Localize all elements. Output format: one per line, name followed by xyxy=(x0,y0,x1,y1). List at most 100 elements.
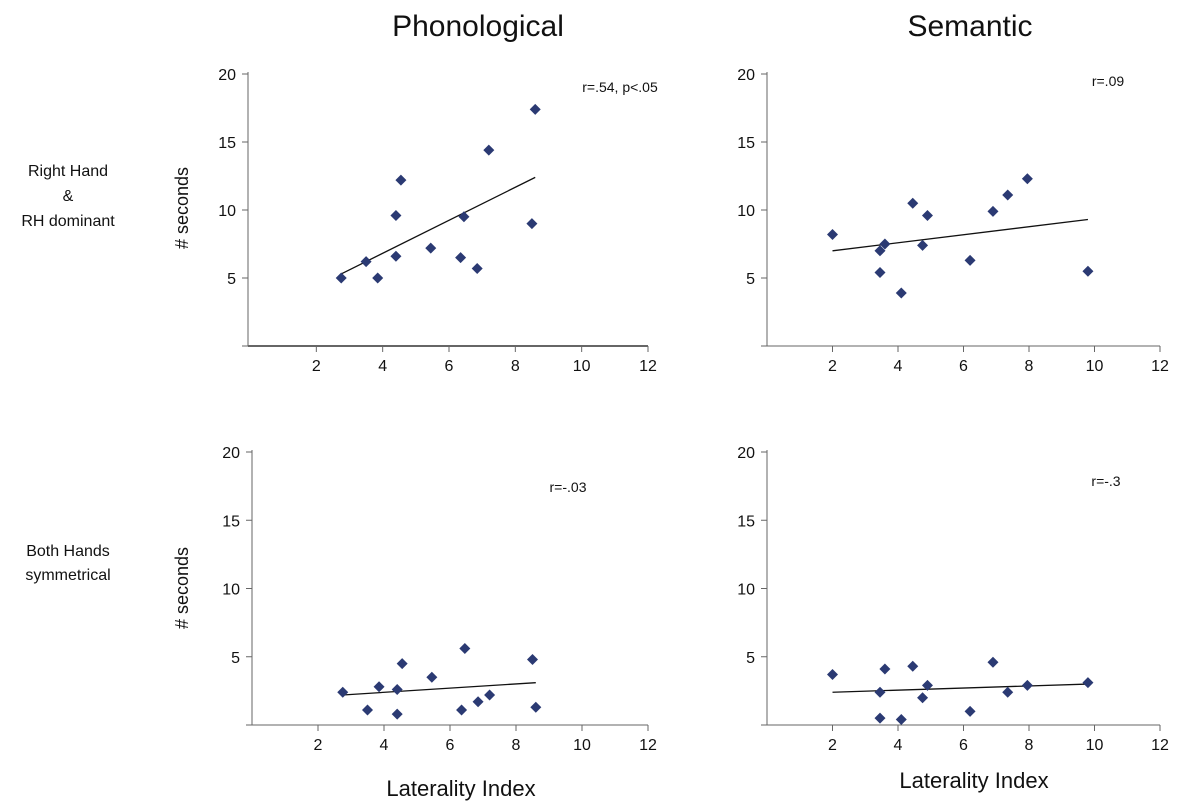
row-label-right-hand-line-1: Right Hand xyxy=(28,163,108,180)
sem-rh-x-tick-label-10: 10 xyxy=(1086,358,1104,375)
phon-both-x-tick-label-8: 8 xyxy=(512,737,521,754)
sem-rh-y-tick-label-10: 10 xyxy=(737,203,755,220)
phon-both-y-tick-label-20: 20 xyxy=(222,445,240,462)
sem-rh-x-tick-label-4: 4 xyxy=(894,358,903,375)
sem-rh-x-tick-label-2: 2 xyxy=(828,358,837,375)
phon-both-point-11 xyxy=(527,653,538,665)
phon-rh-trendline xyxy=(340,176,536,275)
sem-rh-y-tick-label-15: 15 xyxy=(737,135,755,152)
sem-rh-point-2 xyxy=(874,267,886,279)
phon-rh-x-tick-label-10: 10 xyxy=(573,358,591,375)
sem-rh-point-11 xyxy=(1021,173,1033,185)
phon-rh-y-tick-label-15: 15 xyxy=(218,135,236,152)
phon-rh-point-9 xyxy=(471,262,483,274)
phon-both-point-4 xyxy=(391,708,403,720)
phon-both-y-tick-label-15: 15 xyxy=(222,513,240,530)
sem-rh-x-tick-label-8: 8 xyxy=(1025,358,1034,375)
phon-both-point-0 xyxy=(337,686,349,698)
x-axis-label-right: Laterality Index xyxy=(899,768,1048,793)
sem-both-y-tick-label-10: 10 xyxy=(737,582,755,599)
sem-both-point-0 xyxy=(827,668,838,680)
sem-both-correlation-annotation: r=-.3 xyxy=(1091,473,1120,489)
sem-rh-point-9 xyxy=(987,205,999,217)
row-label-right-hand-line-2: & xyxy=(63,188,74,205)
phon-rh-point-11 xyxy=(526,218,538,230)
phon-both-x-tick-label-2: 2 xyxy=(314,737,323,754)
sem-both-x-tick-label-6: 6 xyxy=(959,737,968,754)
phon-rh-point-7 xyxy=(455,252,467,264)
phon-rh-x-tick-label-6: 6 xyxy=(445,358,454,375)
row-label-both-hands-line-1: Both Hands xyxy=(26,543,110,560)
sem-both-point-9 xyxy=(987,656,999,668)
sem-both-point-11 xyxy=(1021,679,1033,691)
column-title-semantic: Semantic xyxy=(907,10,1032,43)
sem-rh-trendline xyxy=(832,218,1089,252)
sem-both-y-tick-label-5: 5 xyxy=(746,650,755,667)
sem-both-x-tick-label-2: 2 xyxy=(828,737,837,754)
sem-both-point-7 xyxy=(921,679,933,691)
sem-rh-point-1 xyxy=(874,245,886,257)
row-label-right-hand-line-3: RH dominant xyxy=(21,213,115,230)
phon-both-x-tick-label-4: 4 xyxy=(380,737,389,754)
x-axis-label-left: Laterality Index xyxy=(386,776,535,801)
phon-rh-point-10 xyxy=(483,144,495,156)
phon-both-point-3 xyxy=(391,684,403,696)
phon-rh-x-tick-label-2: 2 xyxy=(312,358,321,375)
sem-rh-y-tick-label-20: 20 xyxy=(737,67,755,84)
phon-both-point-5 xyxy=(396,658,408,670)
phon-rh-x-tick-label-8: 8 xyxy=(511,358,520,375)
sem-rh-y-tick-label-5: 5 xyxy=(746,271,755,288)
sem-rh-point-10 xyxy=(1002,189,1014,201)
sem-both-y-tick-label-15: 15 xyxy=(737,513,755,530)
sem-both-x-tick-label-10: 10 xyxy=(1086,737,1104,754)
phon-both-x-tick-label-10: 10 xyxy=(573,737,591,754)
phon-both-point-12 xyxy=(530,701,542,713)
phon-rh-point-12 xyxy=(529,103,541,115)
sem-rh-point-6 xyxy=(917,239,929,251)
sem-both-point-6 xyxy=(917,692,929,704)
phon-both-point-8 xyxy=(459,643,471,655)
phon-both-point-6 xyxy=(426,671,438,683)
phon-rh-point-0 xyxy=(335,272,347,284)
sem-both-point-8 xyxy=(964,705,976,717)
scatter-panel-phonological-right-hand: 5 10 15 20 2 4 6 8 10 12 r=.54, p<.05 xyxy=(218,67,658,375)
sem-both-point-4 xyxy=(895,714,907,726)
phon-both-point-9 xyxy=(472,696,484,708)
scatter-panel-phonological-both-hands: 5 10 15 20 2 4 6 8 10 12 r=-.03 xyxy=(222,445,657,754)
sem-rh-x-tick-label-12: 12 xyxy=(1151,358,1169,375)
phon-rh-point-6 xyxy=(425,242,437,254)
phon-both-x-tick-label-12: 12 xyxy=(639,737,657,754)
phon-rh-point-8 xyxy=(458,211,470,223)
phon-rh-point-1 xyxy=(360,256,372,268)
sem-both-x-tick-label-8: 8 xyxy=(1025,737,1034,754)
sem-both-point-12 xyxy=(1082,677,1094,689)
sem-rh-point-7 xyxy=(921,209,933,221)
sem-rh-correlation-annotation: r=.09 xyxy=(1092,73,1125,89)
sem-rh-point-8 xyxy=(964,254,976,266)
sem-both-point-5 xyxy=(907,660,919,672)
phon-both-x-tick-label-6: 6 xyxy=(446,737,455,754)
sem-rh-point-4 xyxy=(895,287,907,299)
phon-both-y-tick-label-5: 5 xyxy=(231,650,240,667)
phon-rh-y-tick-label-5: 5 xyxy=(227,271,236,288)
phon-both-y-tick-label-10: 10 xyxy=(222,582,240,599)
y-axis-label-top: # seconds xyxy=(172,167,192,249)
sem-rh-point-12 xyxy=(1082,265,1094,277)
sem-both-trendline xyxy=(832,683,1088,693)
phon-rh-y-tick-label-20: 20 xyxy=(218,67,236,84)
phon-both-point-2 xyxy=(373,681,385,693)
y-axis-label-bottom: # seconds xyxy=(172,547,192,629)
phon-rh-x-tick-label-12: 12 xyxy=(639,358,657,375)
sem-both-point-1 xyxy=(874,686,886,698)
sem-both-x-tick-label-4: 4 xyxy=(894,737,903,754)
scatter-panel-semantic-both-hands: 5 10 15 20 2 4 6 8 10 12 r=-.3 xyxy=(737,445,1169,754)
sem-rh-point-0 xyxy=(827,228,838,240)
sem-rh-x-tick-label-6: 6 xyxy=(959,358,968,375)
column-title-phonological: Phonological xyxy=(392,10,564,43)
phon-rh-point-3 xyxy=(390,209,402,221)
sem-both-point-3 xyxy=(879,663,891,675)
phon-rh-point-5 xyxy=(395,174,407,186)
sem-both-point-2 xyxy=(874,712,886,724)
phon-both-trendline xyxy=(342,682,536,696)
